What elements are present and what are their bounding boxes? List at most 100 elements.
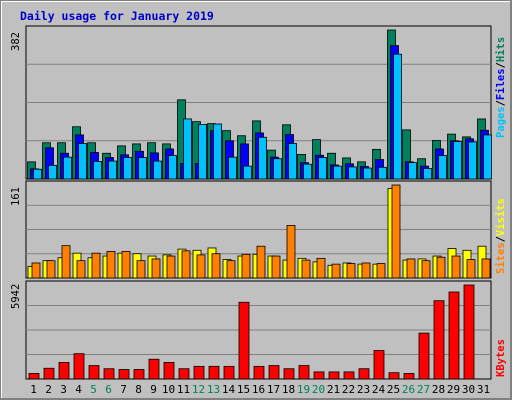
bar-kbytes <box>268 365 280 380</box>
bar-pages <box>363 167 372 180</box>
bar-pages <box>213 123 222 180</box>
y-max-label-top: 382 <box>10 32 22 51</box>
bar-sites <box>406 258 416 279</box>
legend-separator: / <box>495 236 507 243</box>
bar-kbytes <box>163 361 175 380</box>
bar-kbytes <box>103 368 115 380</box>
bar-pages <box>318 157 327 180</box>
bar-kbytes <box>238 301 250 380</box>
bar-kbytes <box>133 369 145 380</box>
x-tick-label: 14 <box>222 383 236 396</box>
bar-sites <box>121 251 131 279</box>
bar-pages <box>468 141 477 180</box>
bar-sites <box>61 245 71 279</box>
bar-sites <box>256 245 266 279</box>
bar-sites <box>451 255 461 279</box>
bar-kbytes <box>463 284 475 380</box>
bar-sites <box>106 251 116 279</box>
bar-kbytes <box>118 369 130 380</box>
bar-kbytes <box>283 368 295 380</box>
bar-pages <box>153 160 162 180</box>
bar-kbytes <box>448 291 460 380</box>
legend-separator: / <box>495 62 507 69</box>
bar-sites <box>136 260 146 279</box>
bar-kbytes <box>58 361 70 380</box>
bar-pages <box>123 157 132 180</box>
bar-pages <box>288 143 297 180</box>
bar-pages <box>378 166 387 180</box>
bar-pages <box>453 141 462 180</box>
bar-pages <box>63 156 72 180</box>
bar-sites <box>436 256 446 279</box>
bar-pages <box>438 155 447 180</box>
bar-kbytes <box>373 350 385 380</box>
x-tick-label: 5 <box>90 383 97 396</box>
x-tick-label: 1 <box>30 383 37 396</box>
bar-sites <box>346 263 356 279</box>
x-tick-label: 7 <box>120 383 127 396</box>
x-tick-label: 12 <box>192 383 205 396</box>
x-tick-label: 31 <box>477 383 490 396</box>
bar-pages <box>228 156 237 180</box>
bar-sites <box>391 184 401 279</box>
bar-sites <box>31 262 41 279</box>
bar-pages <box>78 143 87 180</box>
x-tick-label: 21 <box>327 383 340 396</box>
bar-sites <box>211 253 221 279</box>
legend-top: Pages/Files/Hits <box>495 37 507 138</box>
x-tick-label: 30 <box>462 383 475 396</box>
legend-visits: Visits <box>495 198 507 237</box>
x-tick-label: 17 <box>267 383 280 396</box>
legend-sites: Sites <box>495 242 507 274</box>
bar-sites <box>226 260 236 279</box>
bar-kbytes <box>193 365 205 380</box>
bar-sites <box>481 258 491 279</box>
legend-separator: / <box>495 100 507 107</box>
bar-kbytes <box>313 371 325 380</box>
bar-kbytes <box>253 365 265 380</box>
bar-kbytes <box>403 373 415 380</box>
legend-bottom: KBytes <box>495 339 507 377</box>
x-tick-label: 9 <box>150 383 157 396</box>
bar-kbytes <box>223 365 235 380</box>
x-tick-label: 27 <box>417 383 430 396</box>
bar-sites <box>331 263 341 279</box>
legend-kbytes: KBytes <box>495 339 507 377</box>
bar-kbytes <box>43 367 55 380</box>
bar-pages <box>198 123 207 180</box>
bar-pages <box>258 136 267 180</box>
bar-sites <box>181 250 191 279</box>
bar-sites <box>271 255 281 279</box>
bar-pages <box>243 165 252 180</box>
legend-hits: Hits <box>495 36 507 63</box>
x-tick-label: 8 <box>135 383 142 396</box>
x-tick-label: 4 <box>75 383 82 396</box>
bar-pages <box>408 162 417 180</box>
bar-kbytes <box>88 365 100 380</box>
x-tick-label: 25 <box>387 383 400 396</box>
bar-pages <box>93 161 102 180</box>
bar-kbytes <box>28 373 40 380</box>
bar-sites <box>241 253 251 279</box>
bar-kbytes <box>148 358 160 380</box>
legend-files: Files <box>495 68 507 101</box>
x-tick-label: 24 <box>372 383 386 396</box>
x-tick-label: 16 <box>252 383 265 396</box>
bar-kbytes <box>328 371 340 380</box>
bar-sites <box>46 260 56 279</box>
x-tick-label: 26 <box>402 383 415 396</box>
bar-sites <box>316 257 326 279</box>
bar-kbytes <box>433 300 445 380</box>
bar-sites <box>421 260 431 279</box>
bar-pages <box>48 164 57 180</box>
bar-pages <box>348 166 357 180</box>
x-tick-label: 3 <box>60 383 67 396</box>
bar-pages <box>483 134 492 180</box>
x-tick-label: 2 <box>45 383 52 396</box>
bar-pages <box>183 118 192 180</box>
bar-kbytes <box>388 372 400 380</box>
bar-pages <box>33 168 42 180</box>
legend-pages: Pages <box>495 106 507 138</box>
